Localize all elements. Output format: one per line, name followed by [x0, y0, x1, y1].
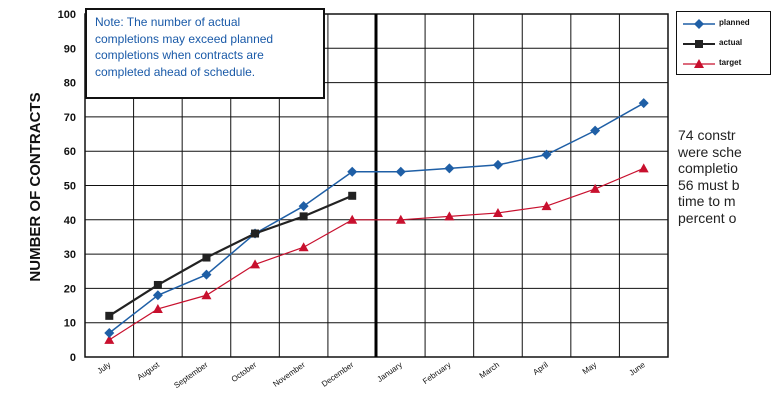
y-tick-label: 90 [64, 43, 76, 55]
data-point-target [250, 259, 261, 269]
y-tick-label: 10 [64, 318, 76, 330]
x-tick-label: July [96, 360, 113, 376]
series-line-planned [108, 102, 645, 334]
legend-label-actual: actual [719, 38, 743, 47]
y-tick-label: 70 [64, 112, 76, 124]
legend-item-planned: planned [681, 16, 769, 32]
note-line: completed ahead of schedule. [95, 64, 256, 79]
data-point-planned [152, 290, 163, 301]
y-axis-ticks: 0 10 20 30 40 50 60 70 80 90 100 [58, 9, 76, 364]
x-tick-label: March [478, 360, 501, 380]
data-point-target [590, 183, 601, 193]
x-tick-label: December [320, 360, 356, 389]
x-tick-label: April [531, 360, 549, 377]
y-tick-label: 50 [64, 181, 76, 193]
series [104, 98, 649, 344]
legend-item-target: target [681, 56, 769, 72]
data-point-planned [201, 269, 212, 280]
x-tick-label: September [172, 360, 209, 390]
legend-item-actual: actual [681, 36, 769, 52]
y-tick-label: 0 [70, 352, 76, 364]
note-box: Note: The number of actual completions m… [85, 8, 325, 99]
data-point-planned [541, 149, 552, 160]
data-point-planned [590, 125, 601, 136]
note-line: Note: The number of actual [95, 15, 241, 29]
data-point-target [492, 207, 503, 217]
data-point-target [201, 290, 212, 300]
y-tick-label: 60 [64, 146, 76, 158]
side-text-line: were sche [678, 143, 742, 160]
data-point-target [541, 201, 552, 211]
legend-label-planned: planned [719, 18, 750, 27]
y-tick-label: 40 [64, 215, 76, 227]
data-point-target [104, 334, 115, 344]
side-text: 74 constr were sche completio 56 must b … [678, 127, 778, 226]
data-point-actual [105, 311, 114, 320]
data-point-target [298, 242, 309, 252]
data-point-target [444, 211, 455, 221]
data-point-actual [251, 229, 260, 238]
y-tick-label: 100 [58, 9, 76, 21]
data-point-target [395, 214, 406, 224]
y-tick-label: 80 [64, 78, 76, 90]
data-point-planned [104, 327, 115, 338]
side-text-line: time to m [678, 193, 736, 209]
data-point-planned [492, 159, 503, 170]
y-axis-label: NUMBER OF CONTRACTS [27, 92, 44, 281]
side-text-line: 74 constr [678, 127, 736, 143]
data-point-actual [299, 212, 308, 221]
x-tick-label: May [581, 360, 599, 376]
legend-label-target: target [719, 58, 742, 67]
data-point-actual [153, 280, 162, 289]
side-text-line: percent o [678, 209, 737, 226]
data-point-planned [638, 98, 649, 109]
x-tick-label: February [421, 360, 452, 386]
data-point-planned [444, 163, 455, 174]
y-tick-label: 30 [64, 249, 76, 261]
side-text-line: completio [678, 160, 738, 176]
x-tick-label: August [135, 360, 161, 382]
note-line: completions when contracts are [95, 48, 264, 62]
series-line-target [108, 167, 644, 341]
note-line: completions may exceed planned [95, 31, 274, 46]
x-tick-label: January [375, 360, 403, 384]
data-point-actual [202, 253, 211, 262]
side-text-line: 56 must b [678, 176, 740, 193]
legend: planned actual target [676, 11, 771, 75]
series-line-actual [108, 194, 353, 317]
data-point-target [152, 303, 163, 313]
data-point-planned [298, 201, 309, 212]
data-point-actual [348, 191, 357, 200]
data-point-planned [347, 166, 358, 177]
data-point-target [347, 214, 358, 224]
x-tick-label: June [627, 360, 647, 378]
y-tick-label: 20 [64, 283, 76, 295]
data-point-target [638, 163, 649, 173]
x-tick-label: October [230, 360, 259, 384]
x-tick-label: November [271, 360, 307, 389]
data-point-planned [395, 166, 406, 177]
x-axis-ticks: July August September October November Decemb… [96, 360, 648, 390]
